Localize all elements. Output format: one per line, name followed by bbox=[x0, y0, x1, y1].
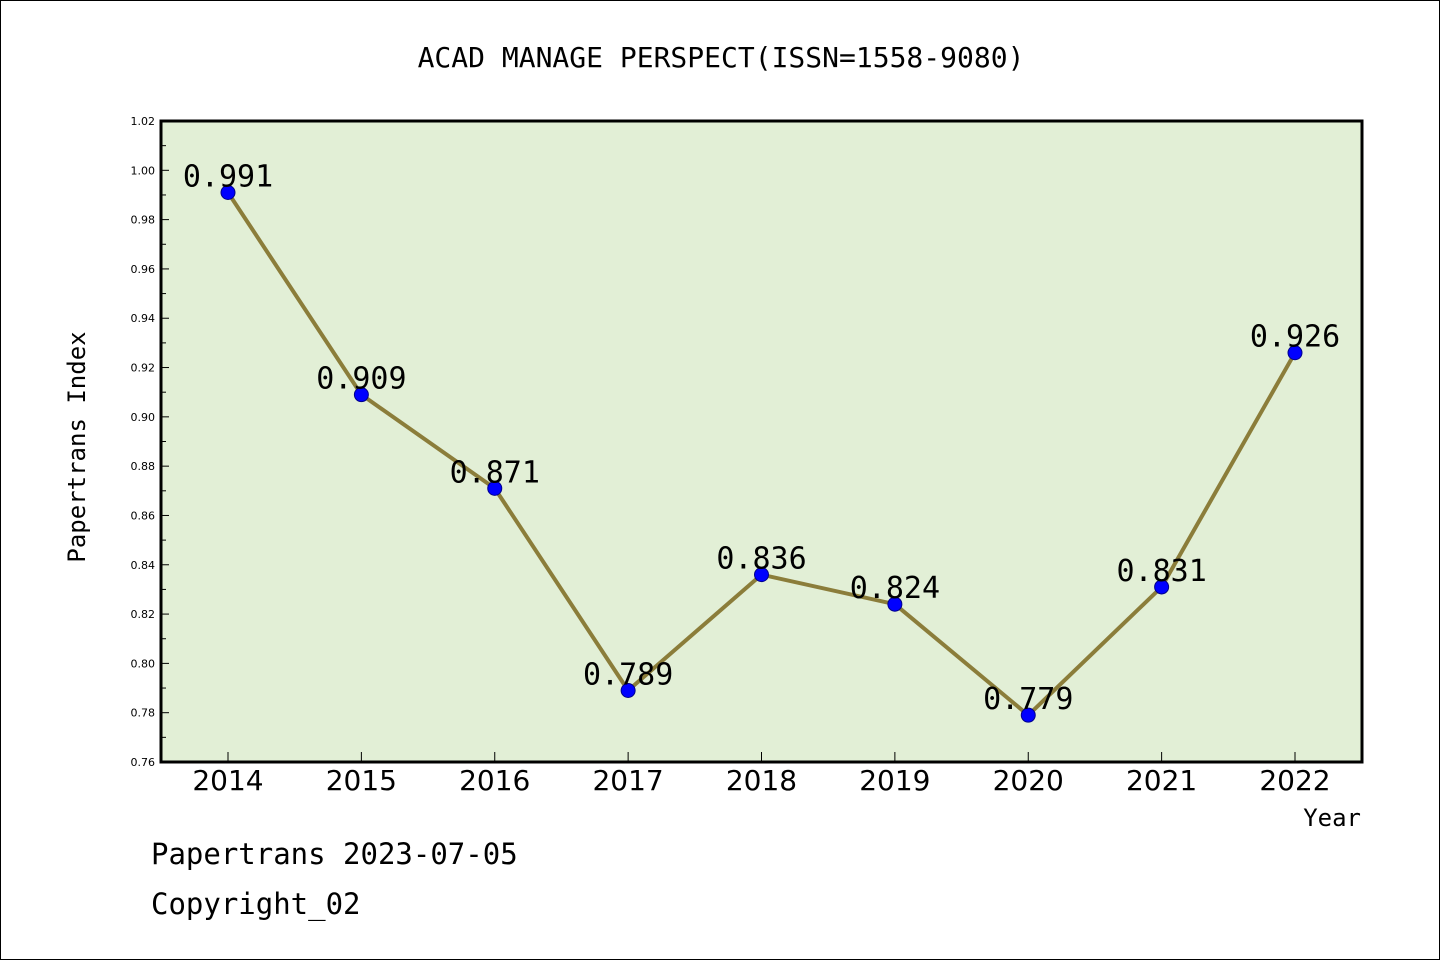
footer-date: Papertrans 2023-07-05 bbox=[151, 837, 518, 871]
data-point-marker bbox=[887, 596, 903, 612]
y-tick-label: 0.94 bbox=[131, 312, 156, 325]
x-tick-label: 2021 bbox=[1126, 764, 1197, 797]
x-tick-label: 2014 bbox=[192, 764, 263, 797]
data-label: 0.909 bbox=[316, 362, 406, 397]
y-axis-label: Papertrans Index bbox=[63, 331, 91, 562]
data-label: 0.991 bbox=[183, 159, 273, 194]
data-point-marker bbox=[754, 567, 769, 583]
y-axis-ticks: 0.76 0.78 0.80 0.82 0.84 0.86 0.88 0.90 0.92 0.94… bbox=[131, 115, 169, 769]
data-point-marker bbox=[487, 480, 503, 496]
y-tick-label: 0.86 bbox=[131, 509, 156, 522]
y-tick-label: 1.00 bbox=[131, 164, 156, 177]
data-point-marker bbox=[1287, 345, 1303, 361]
data-label: 0.926 bbox=[1250, 320, 1340, 355]
data-point-marker bbox=[1020, 707, 1036, 723]
y-tick-label: 0.84 bbox=[131, 559, 156, 572]
data-label: 0.779 bbox=[983, 682, 1073, 717]
y-tick-label: 0.92 bbox=[131, 362, 156, 375]
data-label: 0.836 bbox=[716, 542, 806, 577]
data-point-marker bbox=[620, 683, 636, 699]
data-label: 0.831 bbox=[1116, 554, 1206, 589]
x-tick-label: 2018 bbox=[726, 764, 797, 797]
y-tick-label: 0.90 bbox=[131, 411, 156, 424]
data-label: 0.871 bbox=[450, 455, 540, 490]
y-tick-label: 0.76 bbox=[131, 756, 156, 769]
y-tick-label: 0.96 bbox=[131, 263, 156, 276]
y-tick-label: 0.82 bbox=[131, 608, 156, 621]
x-tick-label: 2015 bbox=[326, 764, 397, 797]
footer-copyright: Copyright_02 bbox=[151, 887, 361, 921]
data-label: 0.824 bbox=[850, 571, 940, 606]
data-labels: 0.991 0.909 0.871 0.789 0.836 0.824 0.779 0.831… bbox=[183, 159, 1340, 717]
data-point-marker bbox=[1154, 579, 1170, 595]
chart-title: ACAD MANAGE PERSPECT(ISSN=1558-9080) bbox=[418, 41, 1025, 74]
y-tick-label: 0.80 bbox=[131, 657, 156, 670]
y-tick-label: 0.98 bbox=[131, 214, 156, 227]
data-point-marker bbox=[353, 387, 369, 403]
x-axis-ticks: 2014 2015 2016 2017 2018 2019 2020 2021 2022 bbox=[192, 752, 1331, 797]
x-tick-label: 2019 bbox=[859, 764, 930, 797]
y-tick-label: 0.78 bbox=[131, 707, 156, 720]
x-tick-label: 2017 bbox=[592, 764, 663, 797]
plot-area bbox=[159, 119, 1364, 764]
x-tick-label: 2016 bbox=[459, 764, 530, 797]
x-tick-label: 2022 bbox=[1259, 764, 1330, 797]
data-label: 0.789 bbox=[583, 658, 673, 693]
data-point-marker bbox=[220, 184, 236, 200]
y-tick-label: 0.88 bbox=[131, 460, 156, 473]
y-tick-label: 1.02 bbox=[131, 115, 156, 128]
x-axis-label: Year bbox=[1303, 804, 1361, 832]
data-points bbox=[220, 184, 1303, 723]
x-tick-label: 2020 bbox=[993, 764, 1064, 797]
